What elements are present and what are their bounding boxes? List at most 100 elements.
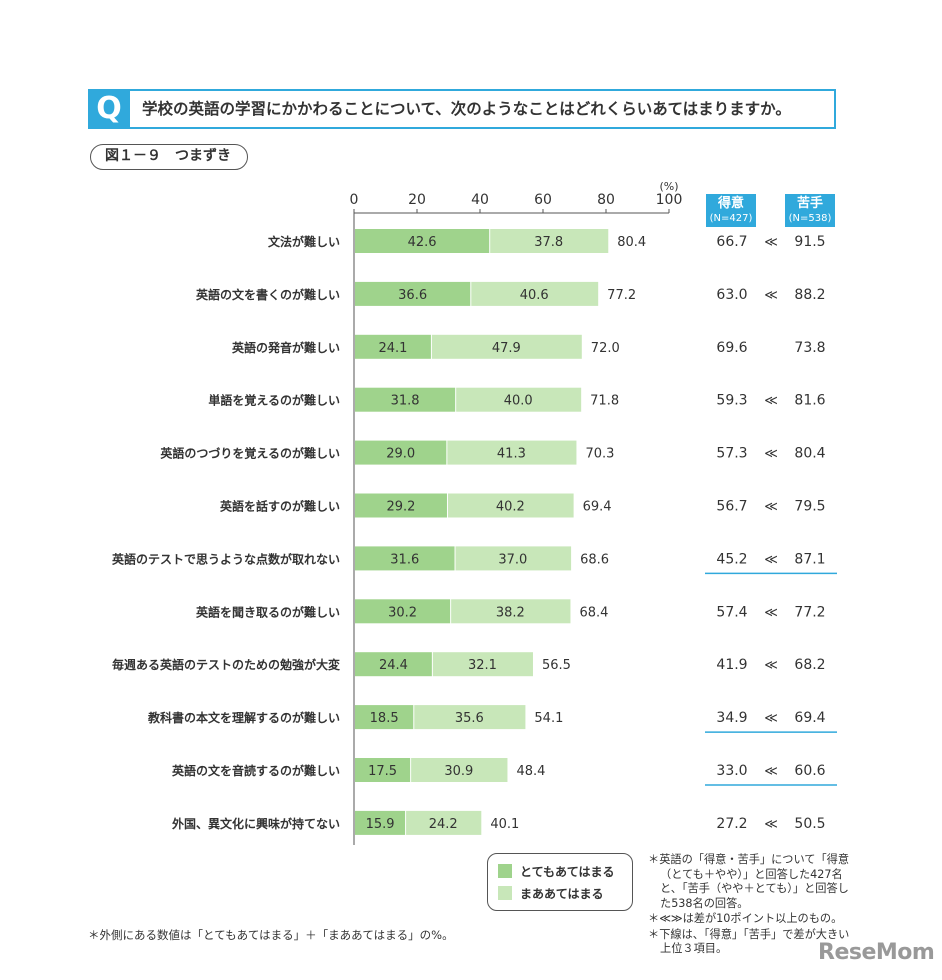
bad-header-n: (N=538) <box>788 213 832 224</box>
bad-header-label: 苦手 <box>796 196 823 211</box>
good-value: 66.7 <box>716 234 747 250</box>
data-label-series2: 38.2 <box>496 605 525 620</box>
total-label: 72.0 <box>591 341 620 356</box>
category-label: 英語の文を音読するのが難しい <box>172 763 340 778</box>
bar-series2 <box>455 546 572 571</box>
good-value: 33.0 <box>716 763 747 779</box>
total-label: 77.2 <box>607 288 636 303</box>
diff-mark: ≪ <box>764 658 778 673</box>
bar-series1 <box>355 281 471 306</box>
total-label: 40.1 <box>490 817 519 832</box>
footnote-left: ＊外側にある数値は「とてもあてはまる」＋「まああてはまる」の%。 <box>88 928 454 942</box>
bar-series1 <box>355 229 490 253</box>
bar-series1 <box>355 334 431 359</box>
data-label-series2: 32.1 <box>468 658 497 673</box>
diff-mark: ≪ <box>764 711 778 726</box>
data-label-series2: 40.6 <box>520 288 549 303</box>
footnote-right-3: ＊下線は、「得意」「苦手」で差が大きい上位３項目。 <box>648 927 850 956</box>
watermark-logo: ReseMom <box>818 940 935 965</box>
data-label-series2: 37.0 <box>498 552 527 567</box>
bar-series1 <box>355 440 447 465</box>
category-label: 文法が難しい <box>268 234 340 249</box>
diff-mark: ≪ <box>764 605 778 620</box>
category-label: 英語の発音が難しい <box>232 340 340 355</box>
total-label: 48.4 <box>516 764 545 779</box>
good-value: 41.9 <box>716 657 747 673</box>
good-value: 57.3 <box>716 446 747 462</box>
category-label: 英語のつづりを覚えるのが難しい <box>160 446 340 461</box>
category-label: 英語を話すのが難しい <box>220 499 340 514</box>
total-label: 70.3 <box>585 447 614 462</box>
x-tick-label: 0 <box>350 192 359 208</box>
legend-swatch-series2 <box>498 886 512 900</box>
good-header-n: (N=427) <box>709 213 753 224</box>
data-label-series1: 15.9 <box>366 817 395 832</box>
bad-value: 80.4 <box>794 446 825 462</box>
data-label-series1: 36.6 <box>398 288 427 303</box>
data-label-series2: 47.9 <box>492 341 521 356</box>
legend-item-series2: まああてはまる <box>498 882 632 904</box>
good-header-label: 得意 <box>717 196 744 211</box>
total-label: 68.4 <box>579 605 608 620</box>
question-mark: Q <box>88 89 130 129</box>
data-label-series2: 24.2 <box>429 817 458 832</box>
good-value: 57.4 <box>716 604 747 620</box>
bar-series2 <box>456 387 582 412</box>
bad-value: 60.6 <box>794 763 825 779</box>
diff-mark: ≪ <box>764 288 778 303</box>
bar-series2 <box>414 705 526 730</box>
legend-swatch-series1 <box>498 864 512 878</box>
good-value: 27.2 <box>716 816 747 832</box>
data-label-series2: 40.0 <box>504 394 533 409</box>
bar-series2 <box>447 440 577 465</box>
legend: とてもあてはまる まああてはまる <box>487 853 633 911</box>
bad-value: 87.1 <box>794 551 825 567</box>
legend-item-series1: とてもあてはまる <box>498 860 632 882</box>
bad-value: 73.8 <box>794 340 825 356</box>
total-label: 68.6 <box>580 552 609 567</box>
data-label-series1: 30.2 <box>388 605 417 620</box>
bad-value: 77.2 <box>794 604 825 620</box>
total-label: 56.5 <box>542 658 571 673</box>
total-label: 80.4 <box>617 235 646 250</box>
category-label: 外国、異文化に興味が持てない <box>172 816 340 831</box>
data-label-series2: 35.6 <box>455 711 484 726</box>
category-label: 英語のテストで思うような点数が取れない <box>112 551 340 566</box>
data-label-series1: 42.6 <box>408 235 437 250</box>
x-tick-label: 20 <box>408 192 426 208</box>
diff-mark: ≪ <box>764 817 778 832</box>
data-label-series1: 29.0 <box>386 447 415 462</box>
bad-value: 69.4 <box>794 710 825 726</box>
legend-label-series2: まああてはまる <box>520 886 604 901</box>
question-text: 学校の英語の学習にかかわることについて、次のようなことはどれくらいあてはまります… <box>142 100 791 118</box>
x-tick-label: 100 <box>656 192 683 208</box>
legend-label-series1: とてもあてはまる <box>520 864 615 879</box>
data-label-series1: 29.2 <box>387 500 416 515</box>
data-label-series1: 18.5 <box>370 711 399 726</box>
good-value: 56.7 <box>716 499 747 515</box>
diff-mark: ≪ <box>764 764 778 779</box>
bad-header: 苦手 (N=538) <box>785 194 835 227</box>
good-value: 34.9 <box>716 710 747 726</box>
bar-series1 <box>355 705 414 730</box>
bar-series2 <box>451 599 571 624</box>
bar-series1 <box>355 493 447 518</box>
data-label-series1: 31.8 <box>391 394 420 409</box>
diff-mark: ≪ <box>764 552 778 567</box>
category-label: 英語を聞き取るのが難しい <box>196 604 340 619</box>
bad-value: 68.2 <box>794 657 825 673</box>
bar-series1 <box>355 810 406 835</box>
diff-mark: ≪ <box>764 500 778 515</box>
data-label-series1: 31.6 <box>390 552 419 567</box>
category-label: 教科書の本文を理解するのが難しい <box>147 710 340 725</box>
good-value: 69.6 <box>716 340 747 356</box>
total-label: 54.1 <box>534 711 563 726</box>
data-label-series2: 40.2 <box>496 500 525 515</box>
category-label: 英語の文を書くのが難しい <box>196 287 340 302</box>
category-label: 毎週ある英語のテストのための勉強が大変 <box>112 657 341 672</box>
x-tick-label: 60 <box>534 192 552 208</box>
bar-series1 <box>355 599 451 624</box>
bar-series1 <box>355 546 455 571</box>
category-label: 単語を覚えるのが難しい <box>208 393 340 408</box>
